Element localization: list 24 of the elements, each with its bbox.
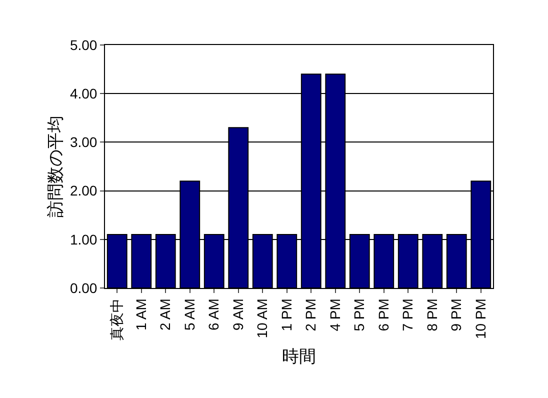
- y-tick-label: 1.00: [70, 231, 98, 248]
- y-tick-label: 5.00: [70, 36, 98, 53]
- y-axis-title: 訪問数の平均: [46, 116, 65, 218]
- x-tick-label: 9 AM: [230, 298, 246, 331]
- x-tick-label: 9 PM: [448, 298, 464, 332]
- y-tick-label: 3.00: [70, 134, 98, 150]
- x-tick-label: 5 AM: [181, 298, 198, 331]
- x-tick-label: 2 PM: [302, 298, 319, 332]
- x-tick-label: 5 PM: [351, 298, 368, 332]
- x-tick-label: 6 AM: [206, 298, 222, 331]
- x-tick-label: 7 PM: [400, 298, 416, 332]
- x-tick-label: 4 PM: [326, 298, 343, 332]
- y-tick-label: 0.00: [70, 280, 98, 296]
- x-tick-label: 6 PM: [375, 298, 392, 332]
- x-axis-title: 時間: [282, 347, 316, 366]
- y-tick-label: 4.00: [70, 86, 98, 102]
- y-tick-label: 2.00: [70, 182, 98, 199]
- x-tick-label: 1 AM: [132, 298, 149, 331]
- x-tick-label: 10 PM: [472, 298, 488, 340]
- x-tick-label: 2 AM: [157, 298, 174, 331]
- x-tick-label: 10 AM: [254, 298, 270, 338]
- x-tick-label: 8 PM: [424, 298, 440, 332]
- x-tick-label: 1 PM: [278, 298, 294, 332]
- x-tick-label: 真夜中: [108, 298, 125, 341]
